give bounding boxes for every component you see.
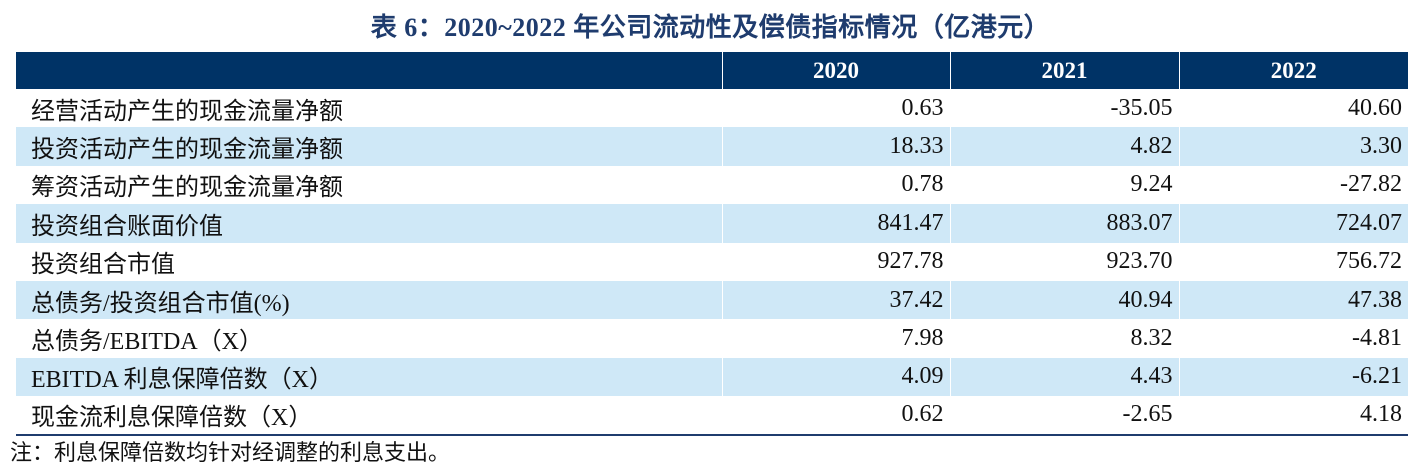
cell-value: 3.30 (1178, 127, 1408, 166)
cell-value: 923.70 (949, 242, 1179, 281)
cell-value: 37.42 (721, 280, 950, 320)
cell-value: 0.78 (721, 165, 950, 205)
cell-value: 8.32 (949, 319, 1179, 358)
cell-value: 4.18 (1178, 396, 1408, 436)
cell-value: 9.24 (949, 165, 1179, 205)
cell-value: -6.21 (1178, 357, 1408, 397)
row-label: EBITDA 利息保障倍数（X） (31, 367, 333, 394)
cell-value: 883.07 (949, 204, 1179, 243)
table-row: 投资活动产生的现金流量净额 18.33 4.82 3.30 (16, 127, 1408, 166)
cell-value: 0.63 (721, 89, 950, 128)
row-label: 筹资活动产生的现金流量净额 (31, 175, 343, 202)
cell-value: 0.62 (721, 396, 950, 436)
cell-value: 47.38 (1178, 280, 1408, 320)
row-label: 现金流利息保障倍数（X） (16, 396, 722, 436)
header-cell-2021: 2021 (949, 52, 1179, 89)
table-row: 投资组合账面价值 841.47 883.07 724.07 (16, 204, 1408, 243)
cell-value: 4.82 (949, 127, 1179, 166)
cell-value: -4.81 (1178, 319, 1408, 358)
header-cell-2022: 2022 (1178, 52, 1408, 89)
cell-value: -27.82 (1178, 165, 1408, 205)
liquidity-table: 2020 2021 2022 经营活动产生的现金流量净额 0.63 -35.05… (16, 52, 1408, 436)
cell-value: 4.43 (949, 357, 1179, 397)
cell-value: 40.94 (949, 280, 1179, 320)
table-row: 现金流利息保障倍数（X） 0.62 -2.65 4.18 (16, 396, 1408, 436)
table-footnote: 注：利息保障倍数均针对经调整的利息支出。 (10, 440, 451, 465)
cell-value: 4.09 (721, 357, 950, 397)
cell-value: 40.60 (1178, 89, 1408, 128)
cell-value: 927.78 (721, 242, 950, 281)
cell-value: 724.07 (1178, 204, 1408, 243)
table-row: 总债务/EBITDA（X） 7.98 8.32 -4.81 (16, 319, 1408, 358)
row-label: 投资活动产生的现金流量净额 (31, 137, 343, 164)
row-label: 投资组合账面价值 (31, 213, 223, 240)
cell-value: 841.47 (721, 204, 950, 243)
row-label: 经营活动产生的现金流量净额 (31, 98, 343, 125)
cell-value: -2.65 (949, 396, 1179, 436)
header-cell-label (16, 52, 722, 89)
cell-value: -35.05 (949, 89, 1179, 128)
table-row: EBITDA 利息保障倍数（X） 4.09 4.43 -6.21 (16, 357, 1408, 397)
cell-value: 756.72 (1178, 242, 1408, 281)
table-row: 筹资活动产生的现金流量净额 0.78 9.24 -27.82 (16, 165, 1408, 205)
header-cell-2020: 2020 (721, 52, 950, 89)
table-title: 表 6：2020~2022 年公司流动性及偿债指标情况（亿港元） (370, 13, 1051, 42)
table-row: 总债务/投资组合市值(%) 37.42 40.94 47.38 (16, 280, 1408, 320)
cell-value: 18.33 (721, 127, 950, 166)
row-label: 总债务/投资组合市值(%) (31, 290, 290, 317)
row-label: 总债务/EBITDA（X） (31, 329, 263, 356)
header-row: 2020 2021 2022 (16, 52, 1408, 89)
cell-value: 7.98 (721, 319, 950, 358)
table-row: 投资组合市值 927.78 923.70 756.72 (16, 242, 1408, 281)
row-label: 投资组合市值 (31, 252, 175, 279)
table-row: 经营活动产生的现金流量净额 0.63 -35.05 40.60 (16, 89, 1408, 128)
